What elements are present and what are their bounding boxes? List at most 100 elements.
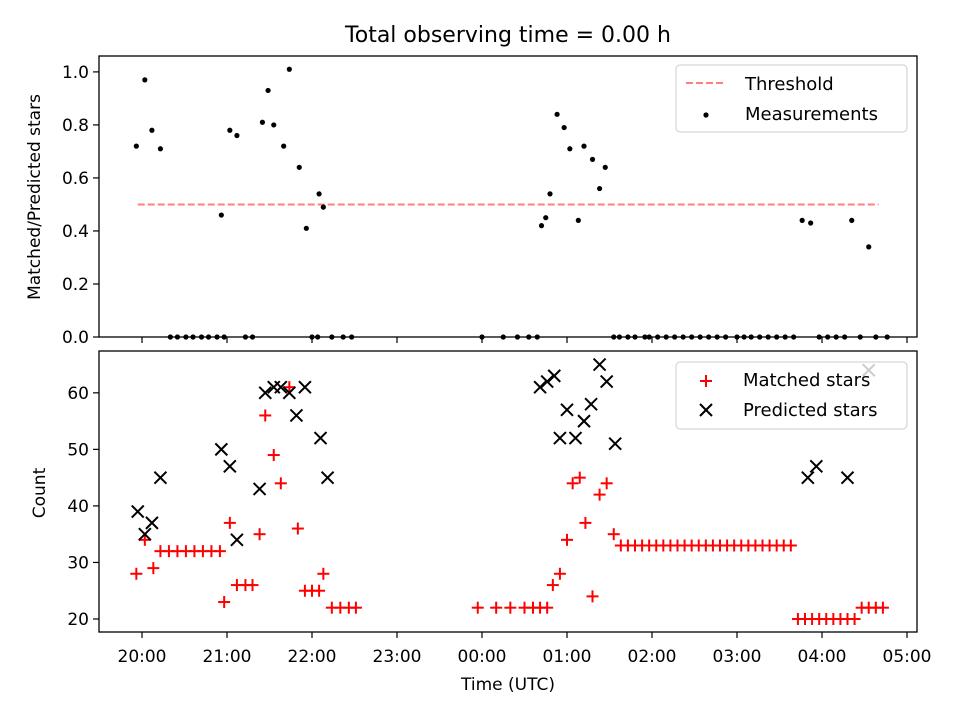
ratio-legend: Threshold Measurements: [675, 64, 908, 133]
predicted-star-stroke: [289, 408, 304, 423]
predicted-star-point: [840, 470, 855, 485]
x-tick-label: 04:00: [798, 647, 847, 667]
predicted-star-point: [145, 516, 159, 530]
matched-star-point: [259, 409, 272, 422]
predicted-star-point: [553, 431, 567, 445]
predicted-star-point: [153, 470, 168, 485]
chart-title: Total observing time = 0.00 h: [344, 23, 671, 48]
y-tick-label-count: 30: [67, 553, 89, 573]
measurement-point: [538, 223, 545, 229]
measurement-point: [567, 146, 573, 152]
predicted-star-stroke: [584, 397, 598, 411]
predicted-star-point: [584, 397, 598, 411]
matched-star-point: [586, 590, 599, 603]
ratio-axis-ticks: 0.0 0.2 0.4 0.6 0.8 1.0: [62, 63, 908, 348]
measurement-point: [218, 212, 224, 218]
predicted-star-stroke: [313, 431, 328, 445]
matched-star-point: [283, 381, 296, 394]
predicted-star-point: [560, 403, 574, 417]
predicted-star-stroke: [547, 369, 561, 383]
ratio-legend-box: [675, 64, 908, 133]
measurement-point: [575, 217, 581, 223]
matched-star-point: [566, 477, 579, 490]
predicted-star-point: [274, 380, 288, 394]
measurement-point: [799, 217, 805, 223]
measurement-point: [286, 66, 292, 72]
matched-star-point: [267, 449, 280, 462]
matched-star-point: [223, 516, 236, 529]
measurement-point: [265, 87, 271, 94]
matched-star-point: [313, 584, 326, 597]
predicted-star-stroke: [131, 504, 145, 519]
predicted-star-point: [809, 459, 824, 474]
predicted-star-stroke: [274, 380, 288, 394]
predicted-star-stroke: [138, 527, 152, 541]
matched-star-point: [291, 522, 304, 535]
legend-measurements-label: Measurements: [745, 104, 878, 125]
legend-threshold-label: Threshold: [744, 74, 834, 95]
y-tick-label-count: 20: [67, 610, 89, 630]
measurement-point: [866, 244, 872, 250]
predicted-star-point: [282, 386, 297, 400]
measurement-point: [581, 143, 587, 149]
matched-star-point: [546, 579, 559, 592]
matched-star-point: [130, 567, 143, 580]
predicted-star-stroke: [568, 431, 583, 445]
matched-star-point: [138, 533, 151, 546]
y-tick-label-ratio: 1.0: [62, 63, 89, 83]
ratio-plot-area: [133, 66, 890, 340]
predicted-star-point: [313, 431, 328, 445]
predicted-star-point: [540, 374, 554, 389]
matched-star-point: [218, 596, 231, 609]
predicted-star-stroke: [153, 470, 168, 485]
x-tick-label: 22:00: [288, 647, 337, 667]
y-tick-label-count: 40: [67, 497, 89, 517]
measurement-point: [271, 122, 277, 128]
matched-star-point: [553, 567, 566, 580]
predicted-star-stroke: [223, 459, 237, 474]
matched-star-point: [490, 601, 503, 614]
predicted-star-stroke: [230, 533, 244, 547]
predicted-star-point: [131, 504, 145, 519]
measurement-point: [281, 143, 287, 149]
count-axis-ticks: 20 30 40 50 60 20:00 21:00 22:00 23:00 00:00 01:00…: [67, 384, 931, 667]
count-panel: Count Time (UTC) 20 30 40 50 60 20:00 21:00 22:…: [30, 350, 932, 695]
matched-star-point: [349, 601, 362, 614]
matched-star-point: [607, 528, 620, 541]
predicted-star-point: [533, 380, 547, 394]
predicted-star-point: [547, 369, 561, 383]
predicted-star-point: [138, 527, 152, 541]
legend-predicted-label: Predicted stars: [743, 400, 877, 421]
predicted-star-stroke: [540, 374, 554, 389]
matched-star-point: [504, 601, 517, 614]
predicted-star-stroke: [298, 380, 312, 394]
x-axis-label: Time (UTC): [460, 675, 555, 695]
predicted-star-stroke: [809, 459, 824, 474]
matched-star-point: [541, 601, 554, 614]
matched-star-point: [253, 528, 266, 541]
predicted-star-stroke: [533, 380, 547, 394]
predicted-star-point: [230, 533, 244, 547]
measurement-point: [303, 225, 309, 231]
y-tick-label-count: 50: [67, 440, 89, 460]
matched-star-point: [600, 477, 613, 490]
matched-star-point: [579, 516, 592, 529]
predicted-star-point: [592, 357, 607, 372]
y-axis-label-ratio: Matched/Predicted stars: [25, 94, 45, 300]
measurement-point: [320, 204, 326, 210]
legend-measurements-swatch: [703, 112, 709, 118]
predicted-star-point: [599, 374, 614, 389]
predicted-star-point: [258, 386, 272, 400]
y-tick-label-ratio: 0.0: [62, 328, 89, 348]
x-tick-label: 21:00: [203, 647, 252, 667]
matched-star-point: [213, 545, 226, 558]
matched-star-point: [147, 562, 160, 575]
legend-matched-swatch: [700, 375, 712, 387]
predicted-star-point: [320, 470, 335, 485]
y-tick-label-count: 60: [67, 384, 89, 404]
count-axes-frame: [98, 350, 918, 633]
measurement-point: [234, 132, 240, 139]
matched-star-point: [274, 477, 287, 490]
predicted-star-stroke: [608, 437, 622, 451]
